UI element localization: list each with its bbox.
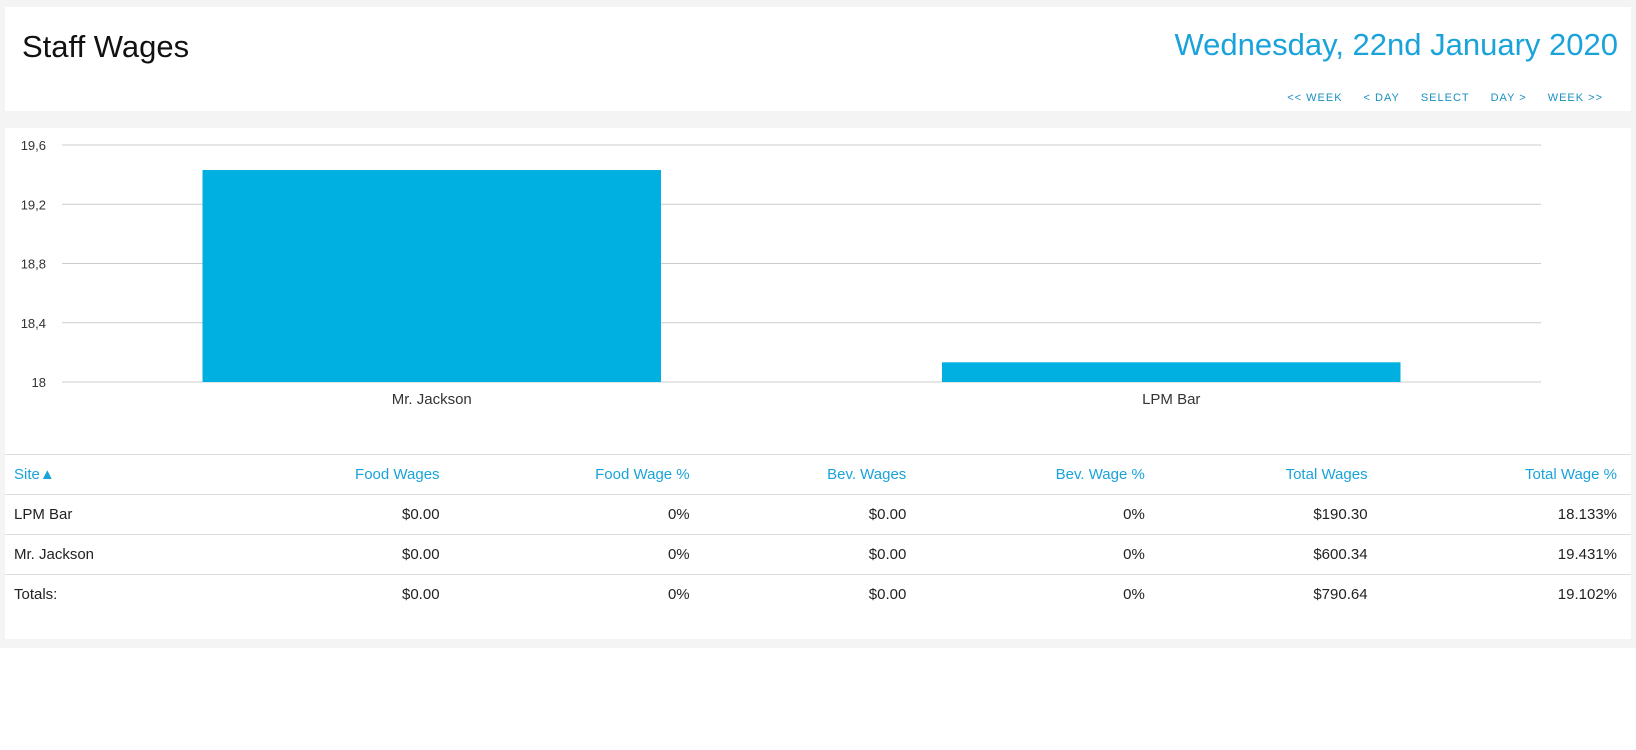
- column-header-bev-wages[interactable]: Bev. Wages: [699, 454, 917, 495]
- total-food-wage-pct: 0%: [449, 574, 700, 614]
- total-food-wages: $0.00: [221, 574, 450, 614]
- cell-total-wages: $600.34: [1154, 534, 1378, 575]
- y-tick-label: 19,2: [21, 197, 46, 212]
- chart-bar: [202, 170, 661, 382]
- main-card: 18 18,4 18,8 19,2 19,6 Mr. Jackson LPM Bar Sit…: [5, 128, 1631, 639]
- cell-total-wages: $190.30: [1154, 494, 1378, 535]
- total-bev-wage-pct: 0%: [916, 574, 1155, 614]
- date-display: Wednesday, 22nd January 2020: [1174, 27, 1618, 62]
- table-row: Mr. Jackson $0.00 0% $0.00 0% $600.34 19…: [5, 534, 1631, 575]
- column-header-site[interactable]: Site▲: [5, 454, 222, 495]
- x-tick-label: LPM Bar: [1142, 391, 1200, 408]
- date-navigation: << WEEK < DAY SELECT DAY > WEEK >>: [1287, 92, 1603, 104]
- select-date-link[interactable]: SELECT: [1420, 92, 1470, 104]
- prev-day-link[interactable]: < DAY: [1363, 92, 1400, 104]
- cell-total-wage-pct: 19.431%: [1377, 534, 1631, 575]
- total-wages: $790.64: [1154, 574, 1378, 614]
- cell-food-wages: $0.00: [221, 494, 450, 535]
- cell-bev-wage-pct: 0%: [916, 494, 1155, 535]
- cell-food-wage-pct: 0%: [449, 534, 700, 575]
- wages-bar-chart: 18 18,4 18,8 19,2 19,6 Mr. Jackson LPM Bar: [21, 138, 1541, 408]
- next-day-link[interactable]: DAY >: [1490, 92, 1527, 104]
- totals-label: Totals:: [5, 574, 222, 614]
- page-title: Staff Wages: [22, 29, 190, 64]
- y-tick-label: 18,4: [21, 316, 46, 331]
- cell-food-wage-pct: 0%: [449, 494, 700, 535]
- total-bev-wages: $0.00: [699, 574, 917, 614]
- column-header-bev-wage-pct[interactable]: Bev. Wage %: [916, 454, 1155, 495]
- header-card: Staff Wages Wednesday, 22nd January 2020…: [5, 7, 1631, 111]
- cell-bev-wages: $0.00: [699, 534, 917, 575]
- y-tick-label: 18: [32, 375, 46, 390]
- cell-food-wages: $0.00: [221, 534, 450, 575]
- x-tick-label: Mr. Jackson: [392, 391, 472, 408]
- y-tick-label: 18,8: [21, 257, 46, 272]
- table-header-row: Site▲ Food Wages Food Wage % Bev. Wages …: [5, 454, 1631, 495]
- totals-row: Totals: $0.00 0% $0.00 0% $790.64 19.102…: [5, 574, 1631, 614]
- column-header-total-wages[interactable]: Total Wages: [1154, 454, 1378, 495]
- cell-site: LPM Bar: [5, 494, 222, 535]
- chart-bar: [942, 362, 1401, 382]
- total-wage-pct: 19.102%: [1377, 574, 1631, 614]
- table-row: LPM Bar $0.00 0% $0.00 0% $190.30 18.133…: [5, 494, 1631, 535]
- column-header-food-wages[interactable]: Food Wages: [221, 454, 450, 495]
- next-week-link[interactable]: WEEK >>: [1547, 92, 1603, 104]
- wages-table: Site▲ Food Wages Food Wage % Bev. Wages …: [5, 454, 1631, 614]
- cell-site: Mr. Jackson: [5, 534, 222, 575]
- column-header-total-wage-pct[interactable]: Total Wage %: [1377, 454, 1631, 495]
- prev-week-link[interactable]: << WEEK: [1287, 92, 1343, 104]
- y-tick-label: 19,6: [21, 138, 46, 153]
- cell-total-wage-pct: 18.133%: [1377, 494, 1631, 535]
- cell-bev-wages: $0.00: [699, 494, 917, 535]
- column-header-food-wage-pct[interactable]: Food Wage %: [449, 454, 700, 495]
- cell-bev-wage-pct: 0%: [916, 534, 1155, 575]
